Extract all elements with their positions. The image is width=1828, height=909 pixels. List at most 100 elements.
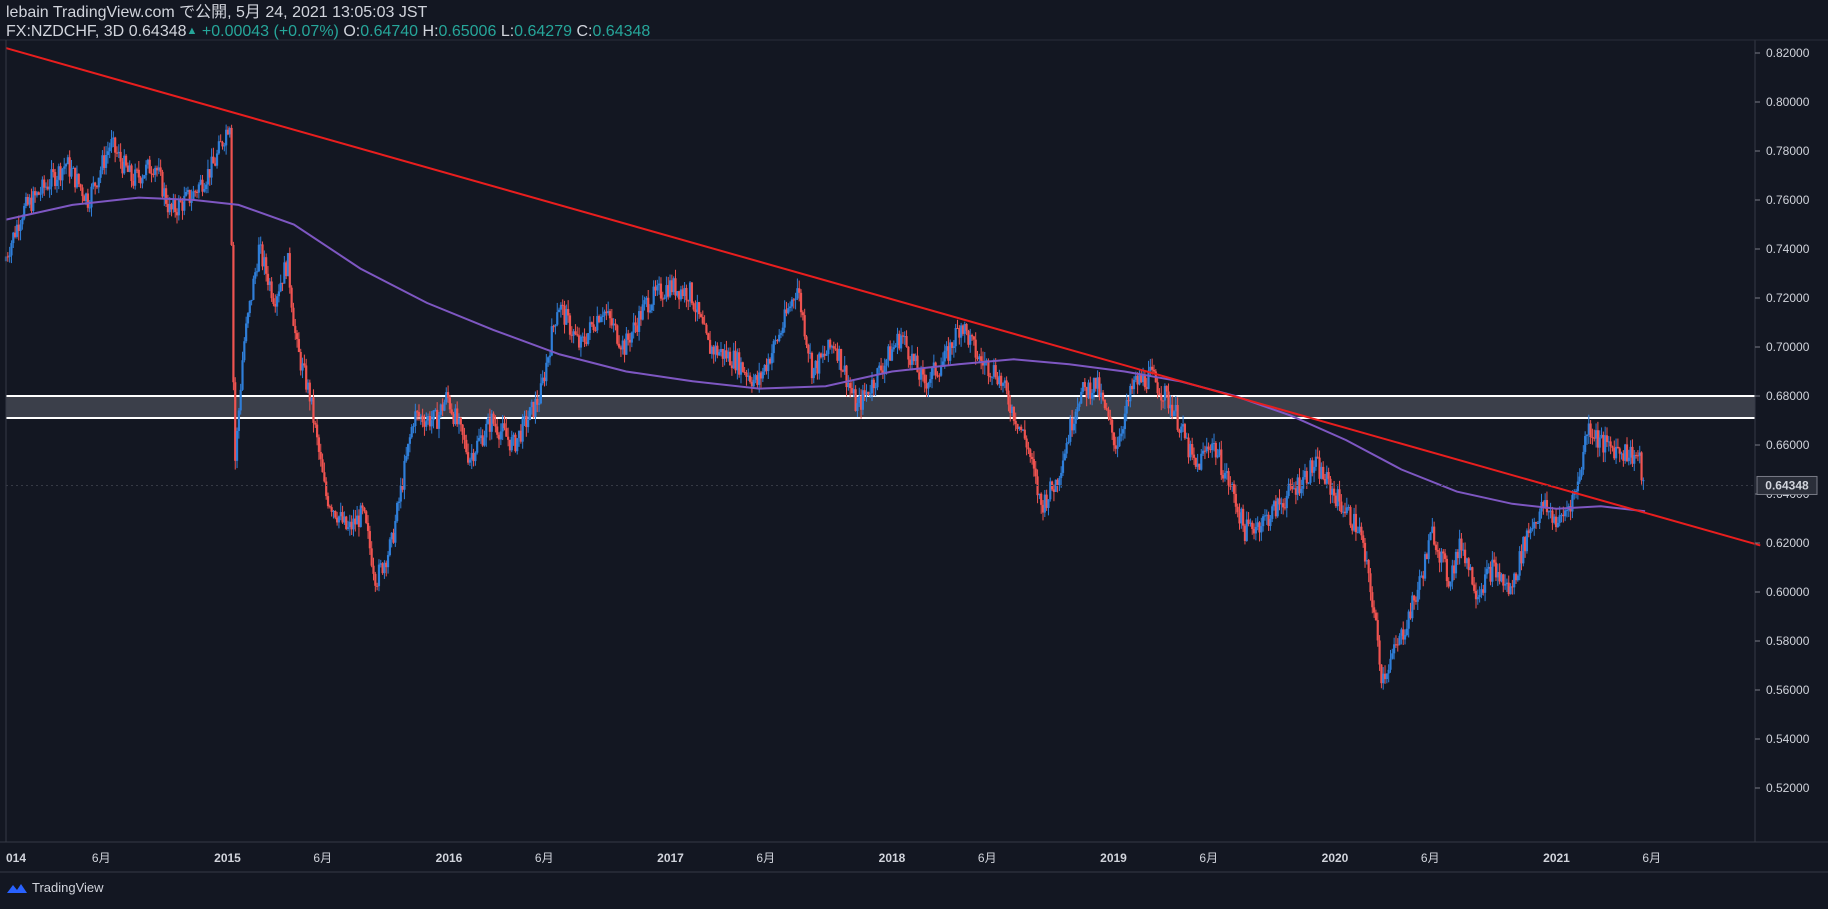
- candle-body: [1149, 366, 1152, 371]
- candle-body: [106, 151, 109, 155]
- low-label: L:: [500, 23, 515, 40]
- candle-body: [126, 165, 129, 172]
- support-resistance-zone[interactable]: [6, 395, 1755, 420]
- candle-body: [104, 154, 108, 168]
- candle-body: [1620, 453, 1623, 455]
- candle-body: [1269, 518, 1272, 526]
- candle-body: [583, 336, 586, 343]
- candle-body: [1518, 551, 1521, 576]
- candle-body: [605, 311, 608, 314]
- candle-body: [912, 353, 915, 362]
- candle-body: [1296, 477, 1299, 495]
- candle-body: [1005, 380, 1008, 391]
- y-tick-label: 0.74000: [1766, 242, 1810, 256]
- candle-body: [1594, 430, 1598, 439]
- candle-body: [512, 434, 515, 437]
- candle-body: [1369, 573, 1372, 593]
- candle-body: [765, 364, 768, 372]
- candle-body: [186, 190, 190, 192]
- candle-body: [634, 322, 637, 326]
- candle-body: [434, 409, 437, 411]
- candle-body: [1349, 507, 1352, 526]
- candle-body: [1183, 424, 1187, 439]
- candle-body: [612, 323, 615, 326]
- candle-body: [330, 507, 333, 512]
- candle-body: [950, 342, 954, 348]
- candle-body: [1121, 429, 1125, 434]
- last-price-box: [1756, 475, 1818, 495]
- candle-body: [1525, 530, 1529, 552]
- candle-body: [1138, 375, 1141, 385]
- candle-body: [70, 168, 73, 177]
- tradingview-footer[interactable]: TradingView: [6, 880, 104, 895]
- candle-body: [168, 204, 171, 213]
- candle-body: [643, 300, 646, 305]
- candle-body: [1374, 612, 1378, 621]
- candle-body: [992, 365, 995, 377]
- zone-fill: [6, 396, 1755, 419]
- candle-body: [301, 363, 304, 371]
- candle-body: [594, 330, 597, 332]
- candle-body: [1336, 489, 1339, 507]
- candle-body: [769, 358, 772, 364]
- candle-body: [288, 253, 291, 288]
- candle-body: [1172, 411, 1176, 417]
- candle-body: [1236, 506, 1239, 513]
- candle-body: [345, 516, 348, 529]
- candle-body: [627, 333, 630, 340]
- candle-body: [910, 353, 914, 365]
- candle-body: [114, 137, 117, 153]
- candle-body: [859, 396, 863, 410]
- candle-body: [1565, 510, 1569, 512]
- candle-body: [1551, 510, 1554, 523]
- candle-body: [1493, 559, 1496, 563]
- candle-body: [585, 342, 588, 344]
- candle-body: [346, 527, 350, 529]
- candle-body: [228, 127, 231, 135]
- candle-body: [416, 411, 419, 413]
- candle-body: [1593, 437, 1596, 439]
- candle-body: [1463, 549, 1467, 564]
- x-tick-label: 6月: [756, 851, 775, 865]
- candle-body: [1549, 510, 1552, 512]
- candle-body: [115, 152, 119, 154]
- candle-body: [1030, 456, 1034, 460]
- candle-body: [1242, 508, 1245, 526]
- candle-body: [286, 253, 290, 277]
- candle-body: [1354, 513, 1358, 533]
- candle-body: [497, 434, 501, 440]
- candle-body: [396, 502, 399, 521]
- candle-body: [1640, 452, 1643, 481]
- candle-body: [827, 339, 830, 355]
- candle-body: [1353, 513, 1356, 531]
- candle-body: [1625, 444, 1629, 462]
- candle-body: [969, 335, 972, 345]
- candle-body: [1260, 526, 1263, 533]
- candle-body: [1238, 512, 1241, 524]
- trendline[interactable]: [5, 47, 1761, 547]
- candle-body: [752, 379, 755, 387]
- candle-body: [1420, 575, 1423, 577]
- high-value: 0.65006: [438, 23, 497, 40]
- candle-body: [1360, 526, 1363, 536]
- candle-body: [1574, 491, 1578, 493]
- candle-body: [94, 182, 97, 186]
- candle-body: [1331, 488, 1334, 495]
- candle-body: [705, 324, 708, 334]
- candle-body: [496, 426, 499, 435]
- candle-body: [1305, 471, 1308, 484]
- candle-body: [1323, 478, 1327, 484]
- candle-body: [854, 389, 857, 412]
- candle-body: [141, 178, 144, 184]
- candle-body: [1125, 400, 1128, 414]
- candle-body: [639, 311, 643, 320]
- candle-body: [548, 355, 552, 358]
- candle-body: [501, 423, 504, 432]
- candle-body: [568, 315, 572, 335]
- candle-body: [508, 439, 512, 451]
- candle-body: [918, 372, 921, 380]
- candle-body: [392, 532, 395, 543]
- candle-body: [1276, 498, 1279, 517]
- candle-body: [432, 410, 435, 421]
